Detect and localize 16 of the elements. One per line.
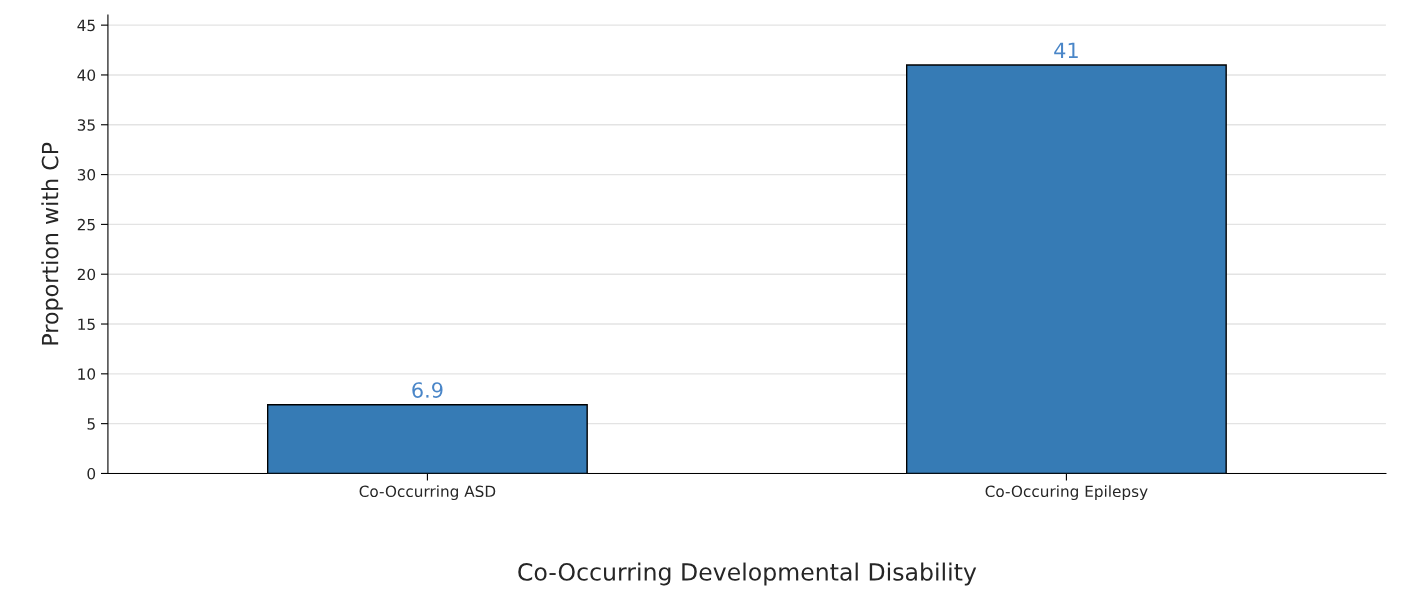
y-tick-label: 5	[87, 418, 95, 430]
x-axis-title: Co-Occurring Developmental Disability	[518, 562, 977, 586]
y-tick-label: 10	[78, 368, 96, 380]
y-tick-label: 0	[87, 467, 96, 480]
data-label: 6.9	[412, 382, 443, 398]
y-tick-label: 25	[77, 218, 95, 231]
y-tick-label: 15	[78, 318, 95, 331]
x-tick-label: Co-Occuring Epilepsy	[985, 485, 1148, 501]
y-tick-label: 30	[77, 169, 96, 181]
data-label: 41	[1054, 42, 1078, 58]
y-tick-label: 35	[77, 119, 95, 131]
x-tick-label: Co-Occurring ASD	[359, 485, 496, 501]
y-tick-label: 45	[77, 19, 95, 32]
y-tick-label: 20	[77, 268, 96, 281]
y-axis-title: Proportion with CP	[41, 142, 63, 345]
y-tick-label: 40	[77, 69, 96, 81]
